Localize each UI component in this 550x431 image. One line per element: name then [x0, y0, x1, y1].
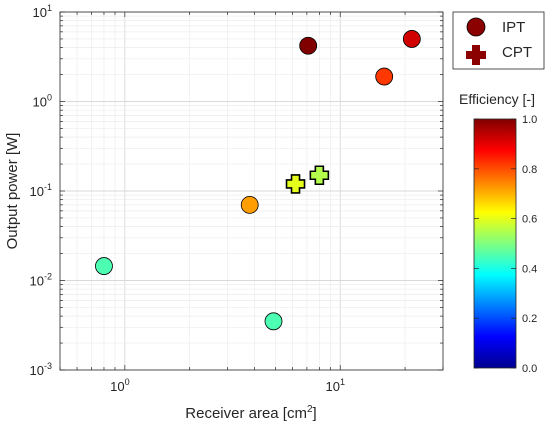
- colorbar-tick-label: 0.4: [522, 263, 537, 275]
- colorbar-title: Efficiency [-]: [459, 91, 535, 107]
- colorbar-tick-label: 0.6: [522, 214, 537, 226]
- ipt-data-point: [375, 67, 394, 86]
- colorbar-tick-label: 1.0: [522, 114, 537, 126]
- colorbar-ticks: 0.0 0.2 0.4 0.6 0.8 1.0: [474, 114, 537, 375]
- plot-area: [59, 11, 444, 371]
- data-points: [95, 30, 421, 331]
- tick-labels: 100 101 10-3 10-2 10-1 100 101: [30, 3, 345, 394]
- legend-ipt-marker: [466, 17, 486, 37]
- ipt-data-point: [95, 257, 113, 275]
- legend: IPT CPT: [452, 11, 545, 70]
- colorbar-tick-label: 0.2: [522, 313, 537, 325]
- y-tick-label: 100: [33, 93, 52, 110]
- ipt-data-point: [264, 312, 283, 331]
- y-tick-label: 10-1: [30, 182, 52, 199]
- colorbar-tick-label: 0.0: [522, 363, 537, 375]
- colorbar: [473, 118, 517, 369]
- y-tick-label: 10-2: [30, 272, 52, 289]
- colorbar-tick-label: 0.8: [522, 164, 537, 176]
- x-tick-label: 101: [325, 377, 344, 394]
- cpt-data-point: [309, 165, 330, 186]
- y-tick-label: 101: [33, 3, 52, 20]
- y-axis-label: Output power [W]: [4, 133, 21, 250]
- y-tick-label: 10-3: [30, 361, 52, 378]
- ipt-data-point: [402, 30, 421, 48]
- legend-box: [452, 11, 545, 70]
- x-axis-label: Receiver area [cm2]: [185, 404, 316, 422]
- legend-cpt-marker: [466, 45, 486, 65]
- plot-frame: [59, 11, 444, 371]
- ipt-data-point: [240, 195, 259, 214]
- legend-ipt-label: IPT: [502, 19, 525, 36]
- x-tick-label: 100: [110, 377, 129, 394]
- axis-ticks: [59, 11, 444, 371]
- ipt-data-point: [299, 36, 318, 55]
- cpt-data-point: [285, 174, 306, 194]
- legend-cpt-label: CPT: [502, 44, 532, 61]
